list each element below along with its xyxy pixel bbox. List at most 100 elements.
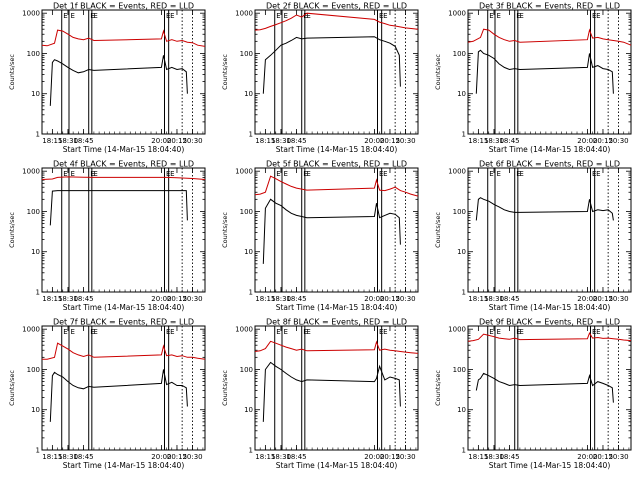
event-marker-label: E xyxy=(283,328,287,336)
series-line-lld xyxy=(467,331,632,342)
x-tick-label: 20:15 xyxy=(380,453,400,461)
plot-title: Det 6f BLACK = Events, RED = LLD xyxy=(479,160,620,169)
x-tick-label: 20:30 xyxy=(608,295,628,303)
plot-frame xyxy=(254,325,419,451)
y-tick-label: 1 xyxy=(249,289,253,297)
event-marker-label: E xyxy=(170,328,174,336)
event-marker-label: E xyxy=(516,328,520,336)
y-tick-label: 1000 xyxy=(235,10,253,18)
x-axis-label: Start Time (14-Mar-15 18:04:40) xyxy=(63,461,185,470)
event-marker-label: E xyxy=(383,328,387,336)
series-line-lld xyxy=(467,28,632,46)
event-marker-label: E xyxy=(276,170,280,178)
x-tick-label: 18:15 xyxy=(42,453,62,461)
event-marker-label: E xyxy=(383,170,387,178)
y-axis-label: Counts/sec xyxy=(221,54,229,90)
event-marker-label: E xyxy=(516,12,520,20)
x-axis-label: Start Time (14-Mar-15 18:04:40) xyxy=(276,461,398,470)
x-tick-label: 18:45 xyxy=(73,295,93,303)
x-tick-label: 20:30 xyxy=(395,295,415,303)
y-tick-label: 100 xyxy=(453,208,466,216)
series-line-lld xyxy=(42,342,206,360)
series-line-lld xyxy=(254,175,419,197)
x-tick-label: 18:30 xyxy=(484,453,504,461)
x-tick-label: 20:30 xyxy=(395,453,415,461)
event-marker-label: E xyxy=(283,12,287,20)
y-tick-label: 1000 xyxy=(235,168,253,176)
x-tick-label: 18:30 xyxy=(271,295,291,303)
x-tick-label: 18:15 xyxy=(42,295,62,303)
x-tick-label: 18:30 xyxy=(484,295,504,303)
y-tick-label: 100 xyxy=(27,208,40,216)
plot-frame xyxy=(41,325,206,451)
y-tick-label: 1000 xyxy=(22,168,40,176)
x-tick-label: 18:15 xyxy=(468,453,488,461)
y-tick-label: 1 xyxy=(462,447,466,455)
y-tick-label: 1000 xyxy=(448,10,466,18)
plot-panel-3: Det 3f BLACK = Events, RED = LLD 1 10 100 10… xyxy=(434,2,632,154)
series-line-events xyxy=(475,197,614,221)
x-tick-label: 18:15 xyxy=(255,295,275,303)
y-tick-label: 100 xyxy=(27,50,40,58)
y-tick-label: 10 xyxy=(31,406,40,414)
y-axis-label: Counts/sec xyxy=(8,370,16,406)
series-line-events xyxy=(262,361,401,422)
y-axis-label: Counts/sec xyxy=(8,54,16,90)
y-tick-label: 10 xyxy=(31,248,40,256)
y-tick-label: 100 xyxy=(240,208,253,216)
x-tick-label: 20:00 xyxy=(151,453,171,461)
series-line-events xyxy=(262,198,401,264)
event-marker-label: E xyxy=(170,170,174,178)
event-marker-label: E xyxy=(519,12,523,20)
y-tick-label: 1000 xyxy=(22,326,40,334)
event-marker-label: E xyxy=(596,12,600,20)
y-tick-label: 1 xyxy=(36,447,40,455)
event-marker-label: E xyxy=(63,170,67,178)
y-tick-label: 10 xyxy=(31,90,40,98)
x-tick-label: 18:45 xyxy=(73,137,93,145)
y-tick-label: 100 xyxy=(453,50,466,58)
event-marker-label: E xyxy=(496,12,500,20)
event-marker-label: E xyxy=(90,170,94,178)
plot-panel-5: Det 5f BLACK = Events, RED = LLD 1 10 100 10… xyxy=(221,160,419,312)
x-tick-label: 20:15 xyxy=(593,453,613,461)
y-axis-label: Counts/sec xyxy=(8,212,16,248)
event-marker-label: E xyxy=(303,170,307,178)
x-axis-label: Start Time (14-Mar-15 18:04:40) xyxy=(276,303,398,312)
x-tick-label: 20:30 xyxy=(182,295,202,303)
series-line-events xyxy=(262,36,401,94)
event-marker-label: E xyxy=(519,170,523,178)
y-tick-label: 1000 xyxy=(235,326,253,334)
event-marker-label: E xyxy=(496,170,500,178)
x-tick-label: 20:00 xyxy=(577,453,597,461)
plot-title: Det 3f BLACK = Events, RED = LLD xyxy=(479,2,620,11)
plot-title: Det 5f BLACK = Events, RED = LLD xyxy=(266,160,407,169)
x-tick-label: 18:45 xyxy=(286,453,306,461)
x-tick-label: 20:15 xyxy=(167,453,187,461)
x-tick-label: 20:15 xyxy=(593,137,613,145)
y-tick-label: 1 xyxy=(462,131,466,139)
plot-panel-8: Det 8f BLACK = Events, RED = LLD 1 10 100 10… xyxy=(221,318,419,470)
series-line-events xyxy=(49,190,188,226)
x-tick-label: 20:00 xyxy=(151,295,171,303)
x-tick-label: 20:30 xyxy=(608,453,628,461)
x-tick-label: 20:30 xyxy=(608,137,628,145)
plot-frame xyxy=(41,167,206,293)
x-tick-label: 20:30 xyxy=(395,137,415,145)
y-tick-label: 100 xyxy=(453,366,466,374)
x-axis-label: Start Time (14-Mar-15 18:04:40) xyxy=(489,461,611,470)
plot-title: Det 2f BLACK = Events, RED = LLD xyxy=(266,2,407,11)
y-tick-label: 10 xyxy=(457,90,466,98)
plot-panel-4: Det 4f BLACK = Events, RED = LLD 1 10 100 10… xyxy=(8,160,206,312)
y-tick-label: 10 xyxy=(457,248,466,256)
y-tick-label: 10 xyxy=(244,406,253,414)
x-tick-label: 20:15 xyxy=(380,295,400,303)
plot-panel-2: Det 2f BLACK = Events, RED = LLD 1 10 100 10… xyxy=(221,2,419,154)
event-marker-label: E xyxy=(306,12,310,20)
x-tick-label: 20:30 xyxy=(182,137,202,145)
event-marker-label: E xyxy=(170,12,174,20)
plot-frame xyxy=(254,9,419,135)
x-tick-label: 20:00 xyxy=(577,295,597,303)
x-tick-label: 18:45 xyxy=(499,295,519,303)
